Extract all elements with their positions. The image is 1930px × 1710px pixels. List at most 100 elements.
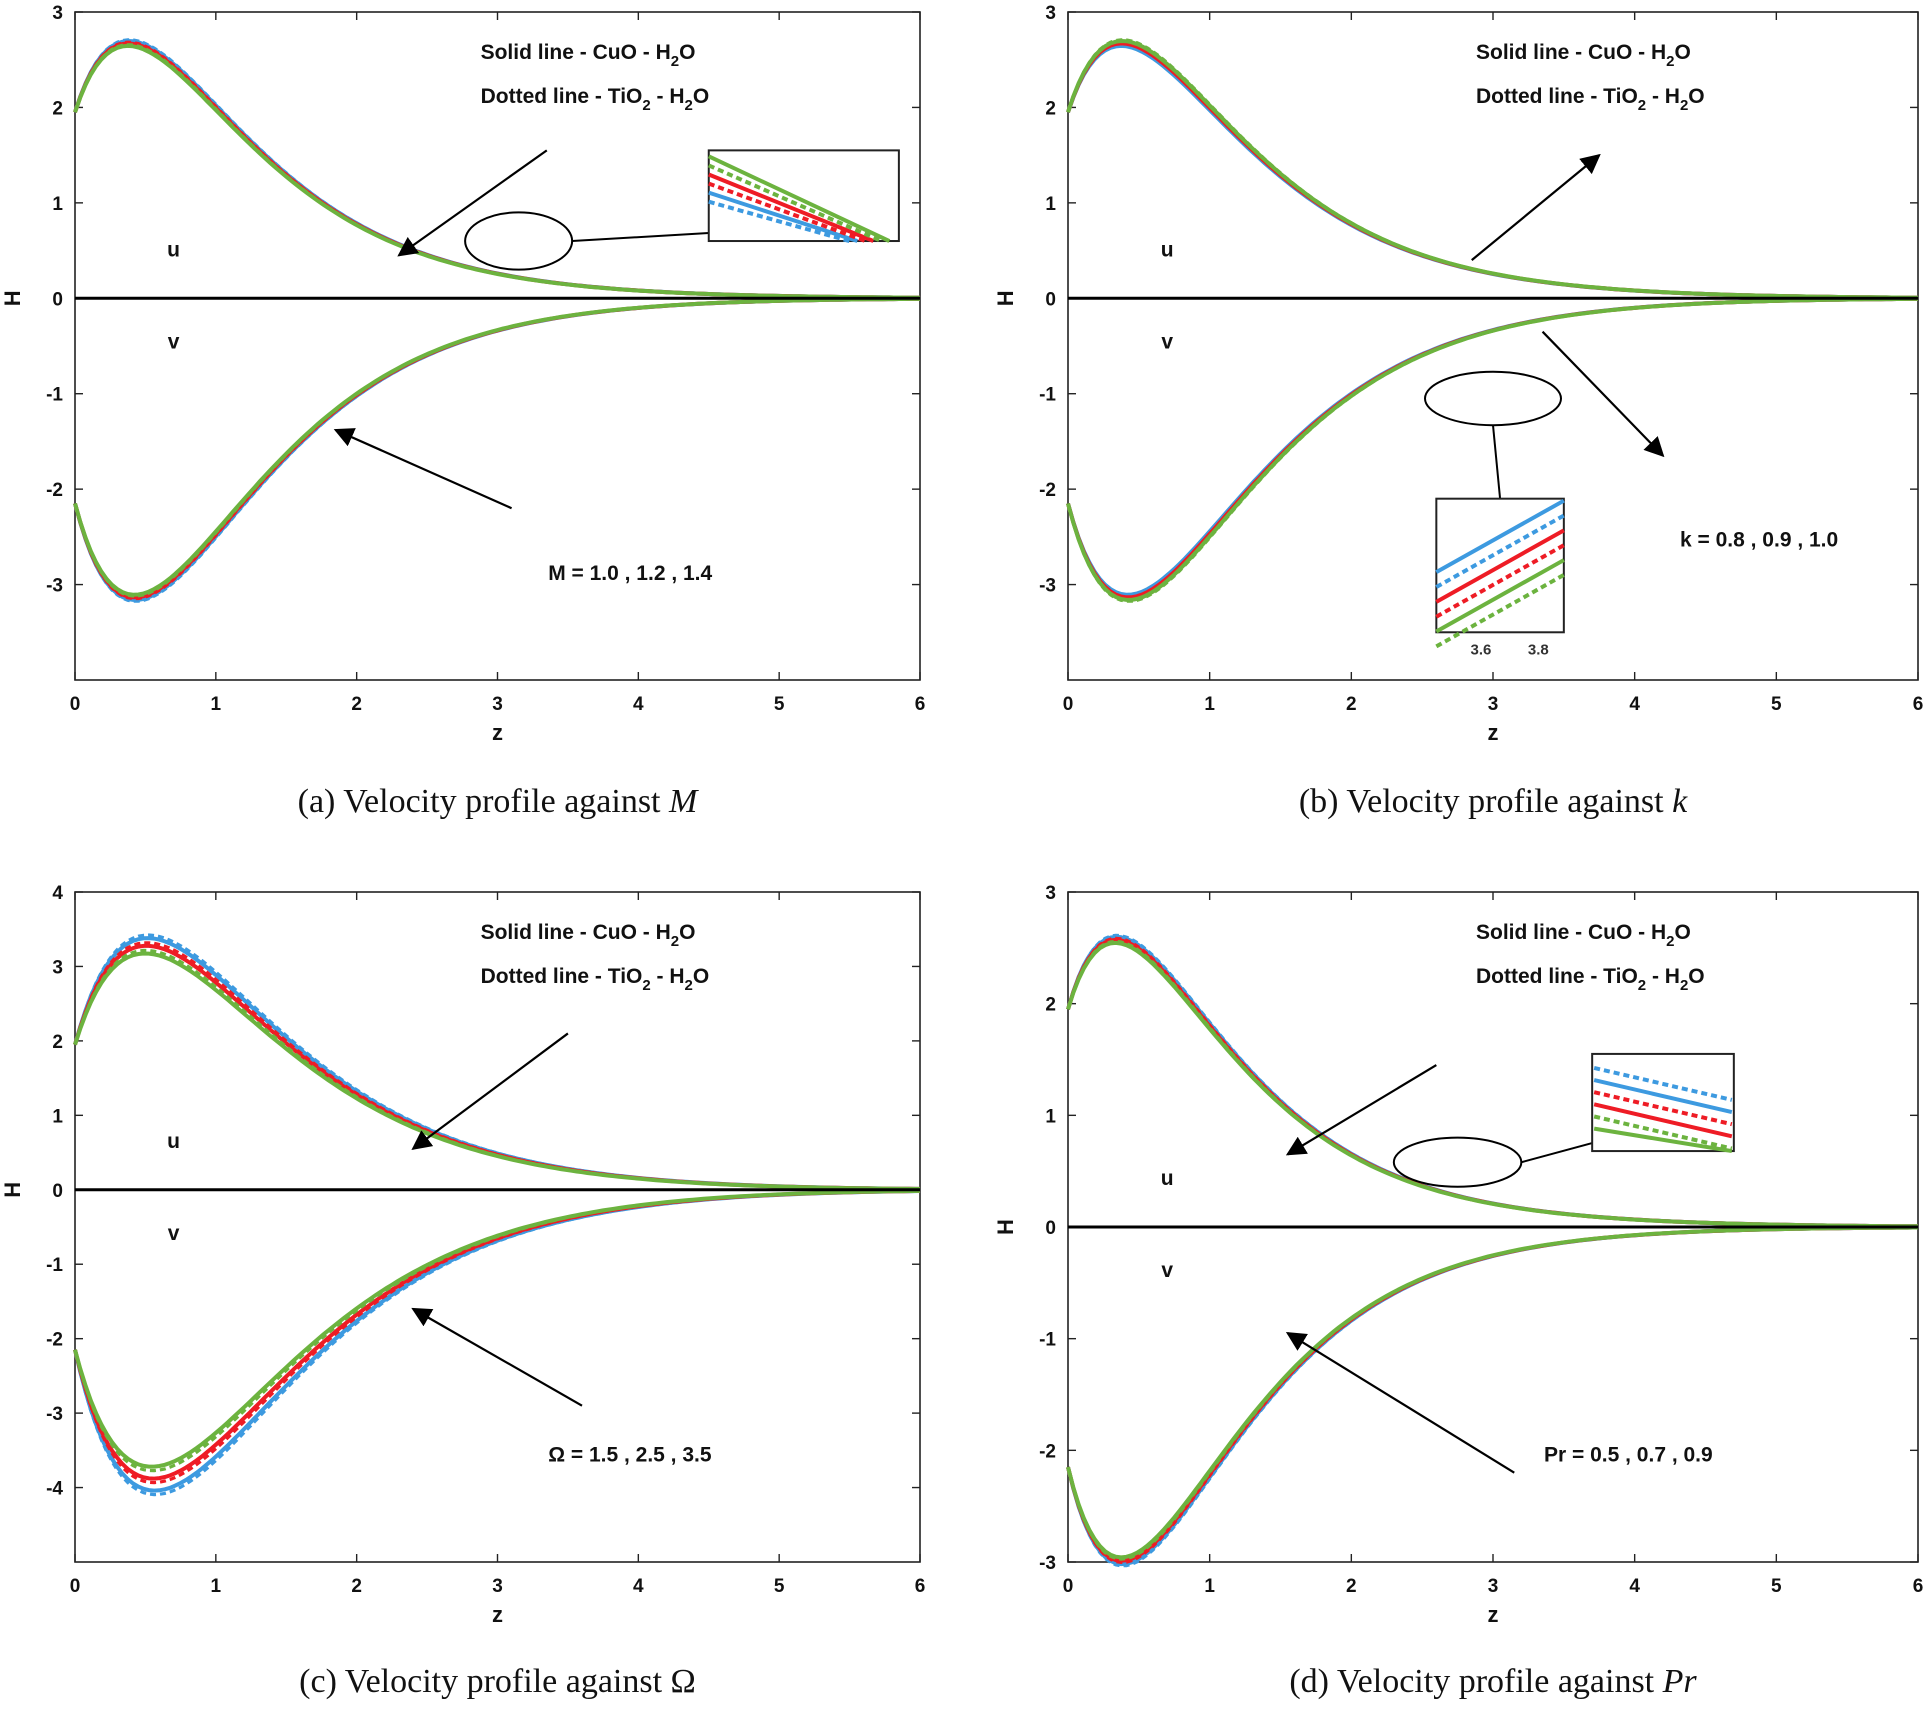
zoom-tick-label: 3.8 (1528, 641, 1549, 658)
legend-subscript: 2 (1638, 977, 1646, 994)
legend-subscript: 2 (1666, 53, 1674, 70)
legend-text: O (693, 85, 709, 108)
zoom-tick-label: 3.6 (1471, 641, 1492, 658)
zoom-line-green-solid (1435, 558, 1565, 634)
y-tick-label: 1 (1045, 194, 1056, 215)
trend-arrow (1541, 330, 1665, 458)
legend-text: Dotted line - TiO (481, 965, 643, 988)
y-axis-label: H (993, 1219, 1018, 1235)
zoom-ellipse (1392, 1136, 1523, 1188)
x-tick-label: 3 (492, 694, 503, 715)
legend-text: O (679, 41, 695, 64)
zoom-connector (1492, 425, 1502, 499)
series-v-green-solid (1066, 1225, 1918, 1560)
legend-subscript: 2 (1666, 933, 1674, 950)
plot-frame (74, 891, 921, 1563)
x-axis-label: z (492, 720, 503, 745)
x-tick-label: 4 (633, 694, 644, 715)
caption-text: (c) Velocity profile against (299, 1663, 670, 1700)
legend-text: Solid line - CuO - H (481, 921, 671, 944)
series-u-green-solid (73, 43, 921, 300)
y-tick-label: 1 (1045, 1106, 1056, 1127)
u-curve-label: u (1161, 1167, 1174, 1190)
legend-subscript: 2 (1638, 97, 1646, 114)
parameter-label: Ω = 1.5 , 2.5 , 3.5 (548, 1444, 712, 1467)
zoom-line-green-dotted (1435, 573, 1565, 649)
zoom-line-red-solid (708, 172, 875, 243)
legend-subscript: 2 (671, 933, 679, 950)
x-tick-label: 4 (1629, 1576, 1640, 1597)
u-curve-label: u (1161, 238, 1174, 261)
chart-panel-a: 0 1 2 3 4 5 6 -3 -2 -1 0 1 2 3 z Hu v Solid line - CuO - … (0, 3, 925, 820)
series-u-blue-solid (1066, 43, 1919, 300)
series-u-green-solid (1066, 38, 1919, 300)
caption-text: (d) Velocity profile against (1289, 1663, 1662, 1700)
y-tick-label: 1 (52, 1106, 63, 1127)
zoom-line-blue-dotted (1435, 513, 1565, 589)
panel-caption: (d) Velocity profile against Pr (1289, 1663, 1697, 1700)
y-tick-label: -3 (1039, 1553, 1056, 1574)
panel-caption: (c) Velocity profile against Ω (299, 1663, 696, 1700)
legend-subscript: 2 (642, 97, 650, 114)
zoom-connector (1521, 1142, 1593, 1164)
zoom-line-red-dotted (1435, 543, 1565, 619)
legend-subscript: 2 (685, 97, 693, 114)
series-v-red-dotted (73, 297, 920, 601)
zoom-line-green-dotted (707, 163, 883, 243)
trend-arrow (1285, 1064, 1437, 1156)
x-axis-label: z (1488, 720, 1499, 745)
zoom-inset (1591, 1052, 1735, 1153)
panel-caption: (b) Velocity profile against k (1299, 783, 1688, 820)
y-tick-label: -1 (46, 385, 63, 406)
y-tick-label: 3 (52, 957, 63, 978)
x-tick-label: 0 (70, 1576, 81, 1597)
v-curve-label: v (1161, 1259, 1173, 1282)
parameter-label: Pr = 0.5 , 0.7 , 0.9 (1544, 1444, 1713, 1467)
zoom-line-red-dotted (1593, 1090, 1733, 1127)
y-axis-label: H (0, 290, 25, 306)
zoom-line-red-dotted (708, 181, 867, 243)
x-tick-label: 2 (1346, 1576, 1357, 1597)
parameter-label: M = 1.0 , 1.2 , 1.4 (548, 562, 712, 585)
legend-entry-solid: Solid line - CuO - H2O (481, 921, 696, 950)
series-u-green-solid (1066, 940, 1918, 1229)
legend-entry-dotted: Dotted line - TiO2 - H2O (1476, 85, 1705, 114)
trend-arrow (333, 428, 513, 510)
caption-text: (b) Velocity profile against (1299, 783, 1672, 820)
legend-text: O (1675, 921, 1691, 944)
series-v-red-dotted (1066, 1225, 1918, 1565)
x-tick-label: 0 (1063, 1576, 1074, 1597)
u-curve-label: u (167, 238, 180, 261)
legend-text: O (1675, 41, 1691, 64)
x-tick-label: 1 (211, 1576, 222, 1597)
x-axis-label: z (1488, 1602, 1499, 1627)
x-tick-label: 6 (915, 694, 926, 715)
u-curve-label: u (167, 1130, 180, 1153)
series-v-green-dotted (1066, 1225, 1918, 1561)
trend-arrow (1285, 1332, 1515, 1474)
y-axis-label: H (0, 1182, 25, 1198)
x-tick-label: 5 (1771, 1576, 1782, 1597)
parameter-label: k = 0.8 , 0.9 , 1.0 (1680, 528, 1838, 551)
legend-text: Dotted line - TiO (481, 85, 643, 108)
x-tick-label: 4 (633, 1576, 644, 1597)
y-tick-label: 0 (1045, 289, 1056, 310)
series-u-red-solid (1066, 41, 1919, 300)
y-tick-label: 1 (52, 194, 63, 215)
caption-variable: k (1672, 783, 1688, 820)
trend-arrow (397, 149, 548, 257)
legend-text: Dotted line - TiO (1476, 85, 1638, 108)
series-v-green-solid (73, 1188, 921, 1469)
y-tick-label: 2 (52, 1032, 63, 1053)
series-v-blue-dotted (73, 297, 920, 603)
legend-subscript: 2 (1680, 977, 1688, 994)
x-tick-label: 2 (351, 694, 362, 715)
v-curve-label: v (1161, 330, 1173, 353)
y-tick-label: -3 (46, 1404, 63, 1425)
caption-text: (a) Velocity profile against (298, 783, 669, 820)
legend-subscript: 2 (1680, 97, 1688, 114)
chart-panel-d: 0 1 2 3 4 5 6 -3 -2 -1 0 1 2 3 z Hu v Solid line - CuO - … (993, 883, 1923, 1700)
series-v-green-dotted (73, 1189, 921, 1473)
x-tick-label: 6 (1913, 694, 1924, 715)
x-tick-label: 0 (70, 694, 81, 715)
